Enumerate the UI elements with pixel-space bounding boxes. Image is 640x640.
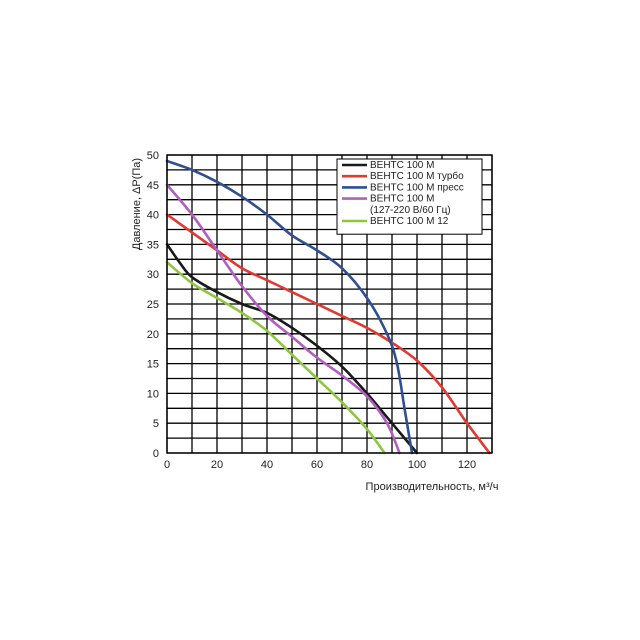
y-tick-label: 45 [147,180,159,192]
y-tick-label: 35 [147,239,159,251]
y-tick-label: 50 [147,150,159,162]
legend-entry-label: ВЕНТС 100 М пресс [370,182,464,193]
legend-entry-label: ВЕНТС 100 М [370,160,434,171]
x-tick-label: 0 [164,459,170,471]
series-line-1 [165,243,419,455]
plot-frame [166,154,493,454]
y-tick-label: 0 [153,448,159,460]
y-tick-label: 10 [147,388,159,400]
legend-entry-label-line2: (127-220 В/60 Гц) [370,205,451,216]
y-tick-label: 40 [147,210,159,222]
y-tick-label: 20 [147,329,159,341]
x-tick-label: 40 [261,459,273,471]
y-tick-labels: 0 5 10 15 20 25 30 35 40 45 50 [147,150,159,460]
series-line-3 [165,159,414,455]
legend-entry-label: ВЕНТС 100 М турбо [370,170,464,182]
y-tick-label: 30 [147,269,159,281]
legend-entry-label: ВЕНТС 100 М 12 [370,216,449,227]
series-line-5 [165,260,386,455]
x-tick-label: 120 [458,459,476,471]
y-axis-label: Давление, ΔP(Па) [131,158,143,250]
x-tick-label: 20 [211,459,223,471]
x-tick-label: 60 [311,459,323,471]
x-tick-labels: 0 20 40 60 80 100 120 [164,459,476,471]
chart-axes [166,154,493,454]
x-axis-label: Производительность, м³/ч [366,481,499,493]
x-tick-label: 100 [408,459,426,471]
series-line-4 [165,183,401,455]
x-tick-label: 80 [361,459,373,471]
legend-entry-label: ВЕНТС 100 М [370,194,434,205]
chart-series [165,159,491,455]
y-tick-label: 25 [147,299,159,311]
y-tick-label: 15 [147,359,159,371]
y-tick-label: 5 [153,418,159,430]
